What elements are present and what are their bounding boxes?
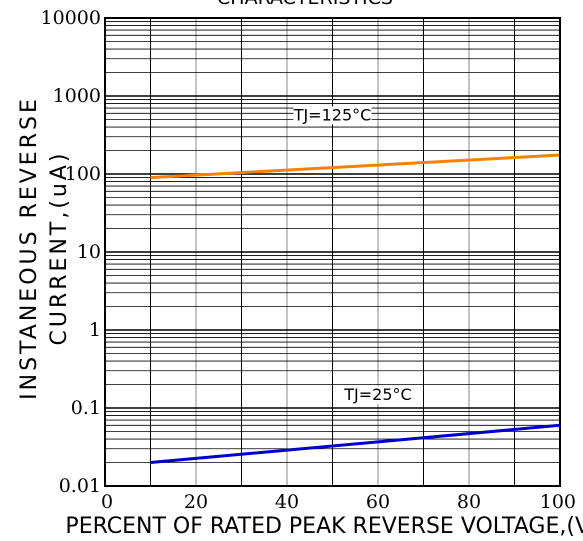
x-tick-label: 20 — [184, 491, 208, 513]
tick-labels: 0.01 0.1 1 10 100 1000 10000 0 20 40 60 80 100 — [41, 7, 576, 513]
x-axis-label: PERCENT OF RATED PEAK REVERSE VOLTAGE,(V… — [65, 514, 583, 539]
y-tick-label: 1000 — [53, 85, 101, 107]
y-tick-label: 100 — [65, 163, 101, 185]
series-layer — [150, 153, 561, 465]
x-tick-label: 60 — [366, 491, 390, 513]
y-tick-label: 10000 — [41, 7, 101, 29]
series-annotation-tj-125c: TJ=125°C — [293, 105, 372, 124]
chart-title: CHARACTERISTICS — [217, 0, 393, 9]
y-axis-label-line1: INSTANEOUS REVERSE — [17, 96, 42, 400]
annotation-bg — [343, 386, 413, 405]
series-line-tj-125c — [150, 153, 561, 180]
x-tick-label: 80 — [457, 491, 481, 513]
series-annotation-tj-25c: TJ=25°C — [343, 385, 411, 404]
annotations: TJ=125°C TJ=25°C — [293, 105, 413, 405]
y-tick-label: 1 — [89, 319, 101, 341]
y-tick-label: 0.1 — [71, 397, 101, 419]
grid — [105, 18, 560, 486]
annotation-bg — [293, 106, 372, 125]
x-tick-label: 100 — [540, 491, 576, 513]
x-tick-label: 40 — [275, 491, 299, 513]
y-tick-label: 10 — [77, 241, 101, 263]
plot-frame — [104, 17, 561, 487]
series-line-tj-25c — [150, 423, 561, 465]
y-tick-label: 0.01 — [59, 475, 101, 497]
x-tick-label: 0 — [101, 491, 113, 513]
y-axis-label-line2: CURRENT,(uA) — [47, 151, 72, 346]
